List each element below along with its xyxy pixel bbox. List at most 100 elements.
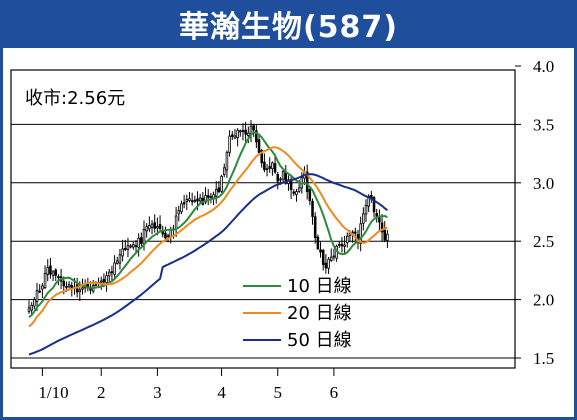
candle-body xyxy=(273,163,277,173)
candle-body xyxy=(252,125,255,131)
y-axis: 4.0 3.5 3.0 2.5 2.0 1.5 xyxy=(515,57,554,368)
candle-body xyxy=(105,275,108,283)
candle-body xyxy=(110,271,114,274)
y-tick-label: 4.0 xyxy=(533,57,554,76)
candle-body xyxy=(359,223,362,244)
candle-body xyxy=(329,256,333,261)
candle-body xyxy=(43,272,47,289)
candle-body xyxy=(46,267,49,275)
candle-body xyxy=(134,244,138,247)
candle-body xyxy=(241,130,245,133)
candle-body xyxy=(177,210,181,215)
candle-body xyxy=(57,276,60,279)
candle-body xyxy=(41,285,44,290)
y-tick-label: 3.0 xyxy=(533,174,554,193)
candle-body xyxy=(204,195,207,203)
candle-body xyxy=(27,307,31,312)
candle-body xyxy=(150,223,154,228)
candle-body xyxy=(324,262,328,269)
candle-body xyxy=(156,226,159,229)
legend-label: 20 日線 xyxy=(287,303,352,324)
candle-body xyxy=(198,197,202,202)
candle-body xyxy=(62,280,66,287)
candle-body xyxy=(153,222,156,229)
candle-body xyxy=(182,202,186,205)
candle-body xyxy=(319,249,322,253)
title-bar: 華瀚生物(587) xyxy=(0,0,577,48)
x-tick-label: 5 xyxy=(273,383,282,402)
x-tick-label: 1/10 xyxy=(38,383,68,402)
x-axis: 1/10 2 3 4 5 6 xyxy=(38,368,338,402)
candle-body xyxy=(206,195,210,198)
candle-body xyxy=(337,243,341,246)
candle-body xyxy=(233,135,237,139)
x-tick-label: 6 xyxy=(330,383,339,402)
ma-line xyxy=(28,173,389,356)
candle-body xyxy=(346,235,349,244)
candle-body xyxy=(78,289,82,293)
candle-body xyxy=(265,168,269,171)
candle-body xyxy=(316,236,320,250)
candle-body xyxy=(313,216,317,239)
candle-body xyxy=(292,191,296,194)
candle-body xyxy=(222,167,226,176)
candle-body xyxy=(305,171,309,192)
candle-body xyxy=(54,269,58,276)
close-price-label: 收市:2.56元 xyxy=(25,88,125,109)
candle-body xyxy=(99,280,103,283)
candle-body xyxy=(70,285,74,288)
candle-body xyxy=(35,290,39,303)
candle-body xyxy=(193,199,197,202)
chart-panel: 4.0 3.5 3.0 2.5 2.0 1.5 1/10 2 3 4 5 6 收市:2.56元 10… xyxy=(3,48,574,417)
candle-body xyxy=(51,271,55,276)
candle-body xyxy=(140,237,143,244)
candle-body xyxy=(231,134,234,137)
ma-line xyxy=(28,131,388,318)
candle-body xyxy=(148,225,151,230)
candle-body xyxy=(174,215,178,230)
candle-body xyxy=(375,213,378,217)
candle-body xyxy=(49,265,52,275)
candle-body xyxy=(260,150,263,164)
stock-chart: 4.0 3.5 3.0 2.5 2.0 1.5 1/10 2 3 4 5 6 收市:2.56元 10… xyxy=(10,57,554,402)
candle-body xyxy=(124,248,127,250)
candle-body xyxy=(225,151,229,171)
grid-lines xyxy=(11,123,515,359)
candle-body xyxy=(362,213,365,224)
legend-label: 50 日線 xyxy=(287,330,352,351)
candle-body xyxy=(228,135,231,153)
candle-body xyxy=(185,199,189,202)
candle-body xyxy=(180,203,183,213)
candle-body xyxy=(276,173,280,182)
candle-body xyxy=(164,232,167,239)
candle-body xyxy=(132,244,135,248)
moving-average-lines xyxy=(28,131,389,356)
candle-body xyxy=(271,162,274,170)
candle-body xyxy=(367,195,370,207)
candle-body xyxy=(190,200,194,203)
candle-body xyxy=(33,298,36,307)
candle-body xyxy=(321,250,325,265)
candle-body xyxy=(236,129,239,138)
candle-body xyxy=(113,262,116,275)
candle-body xyxy=(332,255,336,258)
y-tick-label: 2.0 xyxy=(533,291,554,310)
legend: 10 日線 20 日線 50 日線 xyxy=(239,274,361,352)
candle-body xyxy=(81,287,84,290)
candle-body xyxy=(209,196,213,199)
candle-body xyxy=(279,178,282,181)
candle-body xyxy=(364,205,368,215)
y-tick-label: 2.5 xyxy=(533,232,554,251)
candle-body xyxy=(94,284,98,287)
candle-body xyxy=(158,224,162,230)
legend-label: 10 日線 xyxy=(287,276,352,297)
candle-body xyxy=(255,130,258,143)
candle-body xyxy=(65,286,68,288)
candle-body xyxy=(308,189,312,202)
candle-body xyxy=(295,191,298,196)
candle-body xyxy=(263,161,266,170)
candle-body xyxy=(212,194,215,199)
candle-body xyxy=(115,260,119,264)
y-tick-label: 1.5 xyxy=(533,349,554,368)
candle-body xyxy=(121,248,124,257)
